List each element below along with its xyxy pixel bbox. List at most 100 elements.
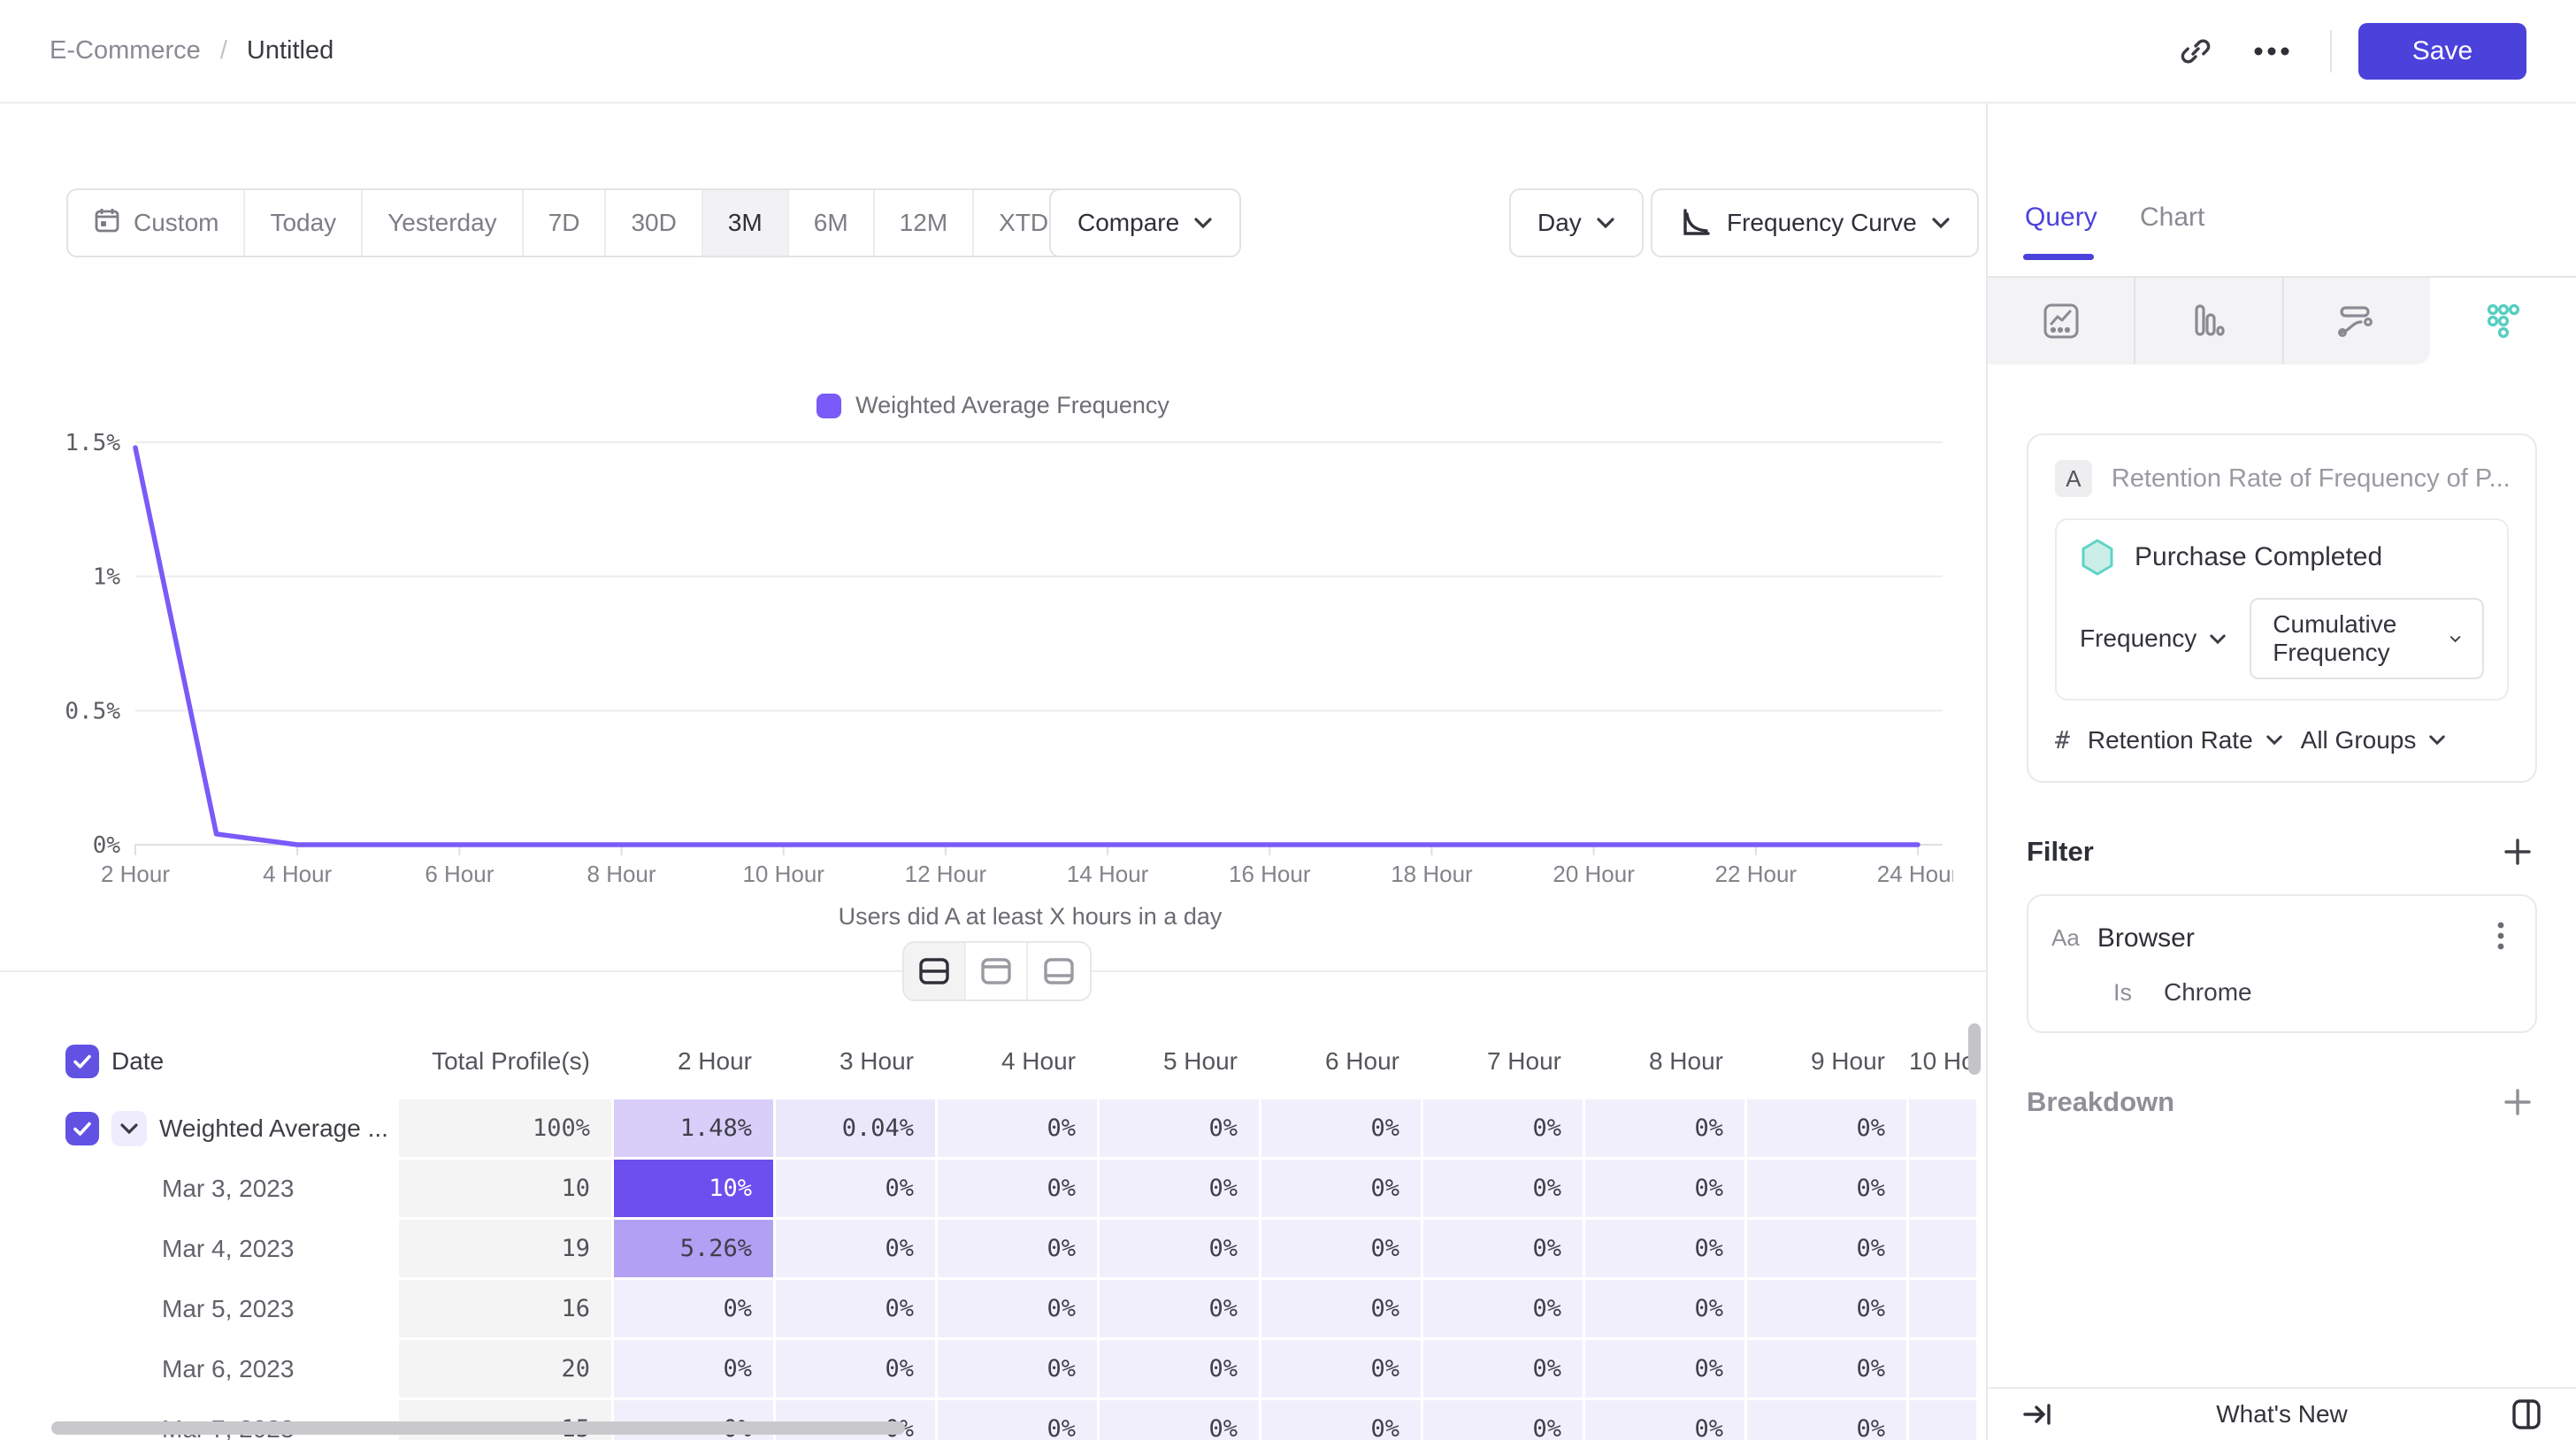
range-12m[interactable]: 12M (874, 190, 975, 256)
heatmap-cell: 0% (1423, 1400, 1583, 1440)
panel-footer: What's New (1988, 1387, 2576, 1440)
range-today[interactable]: Today (245, 190, 364, 256)
heatmap-cell: 0.04% (776, 1099, 935, 1157)
filter-property[interactable]: Browser (2097, 923, 2195, 953)
heatmap-cell-clipped (1909, 1099, 1976, 1157)
add-breakdown-icon[interactable] (2498, 1083, 2537, 1122)
heatmap-cell: 0% (776, 1280, 935, 1337)
heatmap-cell: 0% (1261, 1280, 1421, 1337)
column-header-2-hour: 2 Hour (677, 1047, 752, 1075)
legend-item-weighted-average-frequency[interactable]: Weighted Average Frequency (816, 392, 1169, 419)
frequency-dropdown[interactable]: Frequency (2080, 624, 2227, 653)
heatmap-cell: 0% (1423, 1099, 1583, 1157)
heatmap-cell: 0% (614, 1280, 773, 1337)
heatmap-cell: 0% (1747, 1220, 1906, 1277)
heatmap-cell: 0% (1261, 1400, 1421, 1440)
frequency-curve-icon (1683, 209, 1710, 235)
vertical-scrollbar[interactable] (1968, 1023, 1981, 1075)
range-3m[interactable]: 3M (702, 190, 789, 256)
row-checkbox[interactable] (65, 1111, 99, 1145)
legend-label: Weighted Average Frequency (855, 392, 1169, 418)
flows-report-icon[interactable] (2283, 278, 2430, 364)
chevron-down-icon (2429, 735, 2446, 746)
event-selector[interactable]: Purchase Completed (2080, 538, 2484, 577)
filter-condition-row: Is Chrome (2051, 978, 2512, 1007)
whats-new-link[interactable]: What's New (2216, 1400, 2348, 1428)
row-label-cell: Mar 5, 2023 (51, 1280, 396, 1337)
heatmap-cell: 0% (938, 1220, 1097, 1277)
groups-dropdown[interactable]: All Groups (2301, 726, 2447, 754)
more-menu-icon[interactable] (2240, 23, 2304, 80)
breadcrumb: E-Commerce / Untitled (50, 36, 334, 65)
column-header-10-hour: 10 Hour (1909, 1047, 1976, 1075)
header-divider (2330, 29, 2332, 73)
heatmap-cell: 0% (1100, 1099, 1259, 1157)
heatmap-cell: 1.48% (614, 1099, 773, 1157)
layout-table-only-icon[interactable] (1028, 943, 1090, 1000)
column-header-4-hour: 4 Hour (1000, 1047, 1076, 1075)
svg-text:10 Hour: 10 Hour (742, 861, 824, 887)
range-7d[interactable]: 7D (523, 190, 607, 256)
horizontal-scrollbar[interactable] (51, 1421, 905, 1435)
range-6m[interactable]: 6M (788, 190, 875, 256)
heatmap-cell: 0% (776, 1160, 935, 1217)
filter-options-icon[interactable] (2489, 917, 2512, 959)
frequency-type-value: Cumulative Frequency (2273, 610, 2397, 666)
column-header-7-hour: 7 Hour (1486, 1047, 1561, 1075)
filter-operator[interactable]: Is (2113, 978, 2133, 1006)
funnels-report-icon[interactable] (2135, 278, 2284, 364)
insights-report-icon[interactable] (1988, 278, 2136, 364)
granularity-dropdown[interactable]: Day (1509, 188, 1644, 257)
series-card: A Retention Rate of Frequency of P... Pu… (2027, 433, 2537, 783)
layout-split-view-icon[interactable] (904, 943, 966, 1000)
copy-link-icon[interactable] (2164, 23, 2227, 80)
total-profiles-cell: 20 (399, 1340, 611, 1398)
range-label: 30D (631, 209, 677, 236)
range-30d[interactable]: 30D (606, 190, 703, 256)
retention-frequency-report-icon[interactable] (2429, 278, 2576, 364)
report-title[interactable]: Untitled (246, 36, 334, 65)
top-actions: Save (2164, 22, 2526, 80)
side-by-side-layout-icon[interactable] (2511, 1398, 2542, 1431)
heatmap-cell: 0% (938, 1400, 1097, 1440)
tab-chart[interactable]: Chart (2140, 203, 2205, 232)
filter-heading: Filter (2027, 836, 2094, 867)
total-profiles-cell: 16 (399, 1280, 611, 1337)
heatmap-cell: 0% (1261, 1160, 1421, 1217)
range-label: Today (270, 209, 337, 236)
results-table: Date Total Profile(s) 2 Hour 3 Hour 4 Hour 5 … (51, 1023, 1976, 1440)
column-header-3-hour: 3 Hour (839, 1047, 914, 1075)
string-type-icon: Aa (2051, 924, 2080, 951)
breadcrumb-project[interactable]: E-Commerce (50, 36, 201, 65)
heatmap-cell: 0% (1747, 1400, 1906, 1440)
tab-query[interactable]: Query (2025, 203, 2097, 232)
heatmap-cell: 0% (1585, 1400, 1744, 1440)
metric-controls: # Retention Rate All Groups (2055, 725, 2509, 754)
select-all-checkbox[interactable] (65, 1045, 99, 1078)
series-line (133, 445, 1920, 847)
range-yesterday[interactable]: Yesterday (363, 190, 524, 256)
event-name: Purchase Completed (2135, 542, 2383, 571)
svg-text:16 Hour: 16 Hour (1229, 861, 1311, 887)
chart-type-dropdown[interactable]: Frequency Curve (1651, 188, 1979, 257)
query-builder: A Retention Rate of Frequency of P... Pu… (1988, 364, 2576, 1387)
breadcrumb-separator: / (219, 36, 227, 65)
series-title[interactable]: Retention Rate of Frequency of P... (2111, 463, 2509, 493)
save-button[interactable]: Save (2358, 22, 2526, 80)
query-panel: Query Chart (1986, 103, 2576, 1440)
layout-chart-only-icon[interactable] (966, 943, 1028, 1000)
expand-row-icon[interactable] (111, 1110, 147, 1146)
range-custom[interactable]: Custom (68, 190, 246, 256)
compare-button[interactable]: Compare (1049, 188, 1242, 257)
heatmap-cell: 0% (1423, 1160, 1583, 1217)
collapse-panel-icon[interactable] (2021, 1400, 2053, 1429)
frequency-type-dropdown[interactable]: Cumulative Frequency (2250, 598, 2484, 679)
filter-value[interactable]: Chrome (2164, 978, 2252, 1006)
metric-dropdown[interactable]: Retention Rate (2088, 726, 2283, 754)
table-row: Mar 3, 2023 10 10% 0% 0% 0% 0% 0% 0% 0% (51, 1160, 1976, 1217)
heatmap-cell: 5.26% (614, 1220, 773, 1277)
heatmap-cell: 0% (1747, 1099, 1906, 1157)
add-filter-icon[interactable] (2498, 832, 2537, 871)
total-profiles-cell: 10 (399, 1160, 611, 1217)
heatmap-cell-clipped (1909, 1400, 1976, 1440)
